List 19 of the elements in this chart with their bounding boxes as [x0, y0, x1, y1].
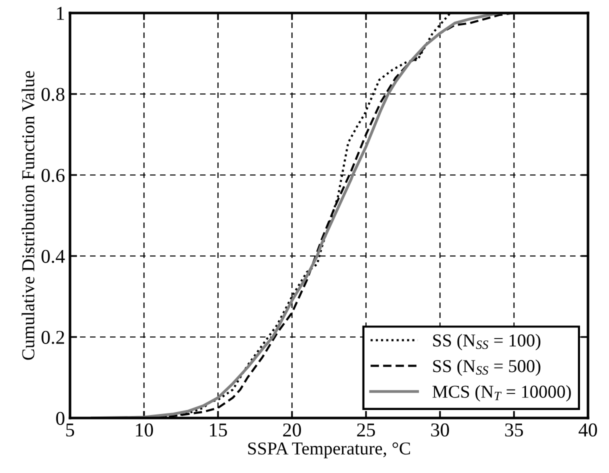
x-tick-label: 30 [431, 423, 449, 437]
x-tick-label: 15 [210, 424, 227, 437]
x-axis-title: SSPA Temperature, °C [248, 442, 410, 458]
y-tick-label: 0.2 [42, 330, 64, 344]
y-tick-label: 0.4 [42, 250, 65, 264]
x-tick-label: 5 [66, 424, 74, 437]
legend-label: SS (N$_{SS}$ = 100) [433, 334, 540, 350]
x-tick-label: 20 [283, 423, 301, 437]
x-tick-label: 40 [578, 423, 597, 437]
y-tick-label: 0 [56, 412, 64, 425]
legend-label: SS (N$_{SS}$ = 500) [433, 360, 540, 376]
x-tick-label: 35 [505, 423, 523, 437]
y-axis-title: Cumulative Distribution Function Value [22, 71, 34, 360]
y-tick-label: 0.8 [42, 88, 64, 102]
legend-label: MCS (N$_{T}$ = 10000) [432, 385, 571, 402]
x-tick-label: 25 [357, 423, 375, 437]
x-tick-label: 10 [136, 423, 153, 437]
y-tick-label: 1 [57, 6, 64, 20]
y-tick-label: 0.6 [42, 168, 65, 182]
